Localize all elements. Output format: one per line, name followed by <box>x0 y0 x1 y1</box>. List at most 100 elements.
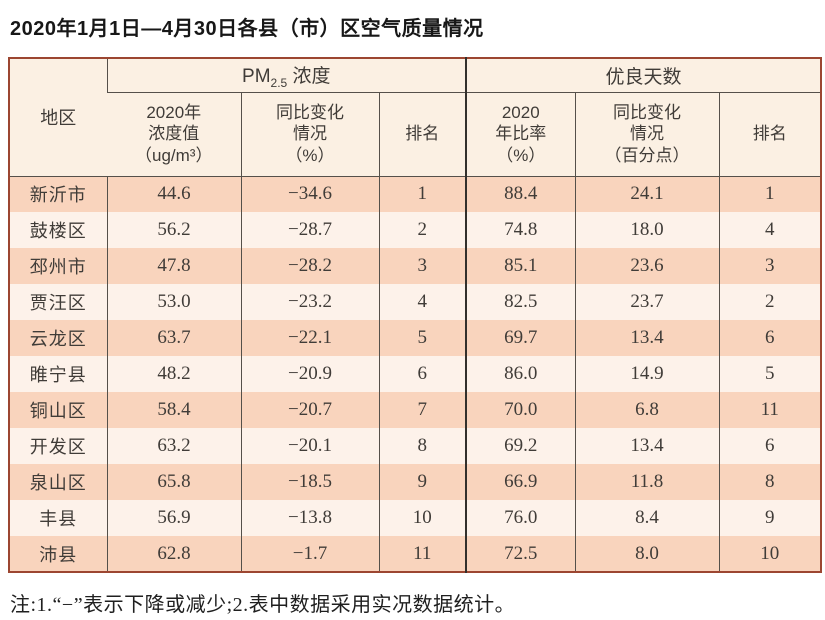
column-group-pm25: PM2.5 浓度 <box>106 58 467 93</box>
cell-pm-rank: 3 <box>378 248 467 284</box>
cell-good-rank: 6 <box>718 320 822 356</box>
table-body: 新沂市 44.6 −34.6 1 88.4 24.1 1 鼓楼区 56.2 −28.7 2 74.8 1… <box>9 176 822 572</box>
page-title: 2020年1月1日—4月30日各县（市）区空气质量情况 <box>10 18 484 40</box>
cell-good-change: 13.4 <box>574 428 720 464</box>
cell-good-rate: 69.7 <box>465 320 576 356</box>
cell-pm-change: −28.7 <box>240 212 379 248</box>
cell-good-rate: 76.0 <box>465 500 576 536</box>
cell-good-rate: 85.1 <box>465 248 576 284</box>
cell-good-rank: 8 <box>718 464 822 500</box>
cell-pm-value: 63.2 <box>106 428 241 464</box>
cell-pm-rank: 2 <box>378 212 467 248</box>
cell-good-rate: 66.9 <box>465 464 576 500</box>
pm25-label-prefix: PM <box>242 65 271 87</box>
cell-good-rank: 5 <box>718 356 822 392</box>
cell-pm-rank: 9 <box>378 464 467 500</box>
column-group-good-days: 优良天数 <box>465 58 822 93</box>
cell-pm-change: −13.8 <box>240 500 379 536</box>
cell-good-rate: 69.2 <box>465 428 576 464</box>
cell-pm-rank: 1 <box>378 176 467 212</box>
cell-good-rank: 4 <box>718 212 822 248</box>
cell-region: 铜山区 <box>29 401 87 421</box>
cell-good-change: 24.1 <box>574 176 720 212</box>
cell-good-rank: 10 <box>718 536 822 572</box>
pm25-label-subscript: 2.5 <box>270 75 288 90</box>
column-header-good-change: 同比变化 情况 （百分点） <box>574 92 720 177</box>
cell-good-rank: 2 <box>718 284 822 320</box>
cell-region: 丰县 <box>39 509 78 529</box>
cell-pm-change: −20.9 <box>240 356 379 392</box>
cell-pm-rank: 11 <box>378 536 467 572</box>
cell-region: 云龙区 <box>29 329 87 349</box>
cell-pm-rank: 7 <box>378 392 467 428</box>
table-row: 贾汪区 53.0 −23.2 4 82.5 23.7 2 <box>9 284 822 320</box>
table-row: 铜山区 58.4 −20.7 7 70.0 6.8 11 <box>9 392 822 428</box>
cell-region: 沛县 <box>39 544 78 565</box>
cell-good-rate: 74.8 <box>465 212 576 248</box>
cell-region: 新沂市 <box>29 185 87 206</box>
cell-pm-value: 44.6 <box>106 176 241 212</box>
pm25-label-suffix: 浓度 <box>287 65 331 87</box>
cell-pm-rank: 6 <box>378 356 467 392</box>
header-group-row: 地区 PM2.5 浓度 优良天数 <box>9 58 822 177</box>
cell-pm-value: 58.4 <box>106 392 241 428</box>
cell-pm-value: 53.0 <box>106 284 241 320</box>
cell-pm-change: −18.5 <box>240 464 379 500</box>
cell-good-change: 11.8 <box>574 464 720 500</box>
cell-good-change: 8.0 <box>574 536 720 572</box>
table-row: 睢宁县 48.2 −20.9 6 86.0 14.9 5 <box>9 356 822 392</box>
footnote: 注:1.“−”表示下降或减少;2.表中数据采用实况数据统计。 <box>10 594 516 616</box>
cell-good-rate: 70.0 <box>465 392 576 428</box>
cell-good-change: 8.4 <box>574 500 720 536</box>
cell-good-rate: 82.5 <box>465 284 576 320</box>
cell-good-rate: 72.5 <box>465 536 576 572</box>
cell-pm-change: −23.2 <box>240 284 379 320</box>
table-row: 泉山区 65.8 −18.5 9 66.9 11.8 8 <box>9 464 822 500</box>
cell-region: 鼓楼区 <box>29 221 87 241</box>
cell-pm-change: −20.7 <box>240 392 379 428</box>
cell-good-change: 13.4 <box>574 320 720 356</box>
cell-region: 睢宁县 <box>29 365 87 385</box>
cell-good-rate: 88.4 <box>465 176 576 212</box>
cell-pm-value: 56.9 <box>106 500 241 536</box>
cell-pm-change: −34.6 <box>240 176 379 212</box>
cell-good-change: 23.7 <box>574 284 720 320</box>
cell-good-change: 6.8 <box>574 392 720 428</box>
cell-good-rate: 86.0 <box>465 356 576 392</box>
cell-region: 贾汪区 <box>29 293 87 313</box>
cell-good-rank: 1 <box>718 176 822 212</box>
table-row: 鼓楼区 56.2 −28.7 2 74.8 18.0 4 <box>9 212 822 248</box>
column-header-pm-change: 同比变化 情况 （%） <box>240 92 379 177</box>
table-row: 新沂市 44.6 −34.6 1 88.4 24.1 1 <box>9 176 822 212</box>
cell-pm-change: −22.1 <box>240 320 379 356</box>
cell-good-rank: 3 <box>718 248 822 284</box>
cell-good-change: 23.6 <box>574 248 720 284</box>
cell-pm-value: 56.2 <box>106 212 241 248</box>
cell-good-change: 18.0 <box>574 212 720 248</box>
cell-pm-change: −1.7 <box>240 536 379 572</box>
table-row: 开发区 63.2 −20.1 8 69.2 13.4 6 <box>9 428 822 464</box>
cell-region: 开发区 <box>29 437 87 457</box>
cell-pm-value: 65.8 <box>106 464 241 500</box>
cell-pm-change: −28.2 <box>240 248 379 284</box>
column-header-region: 地区 <box>9 58 107 177</box>
column-header-good-rate: 2020 年比率 （%） <box>465 92 576 177</box>
cell-good-rank: 6 <box>718 428 822 464</box>
table-row: 丰县 56.9 −13.8 10 76.0 8.4 9 <box>9 500 822 536</box>
cell-region: 邳州市 <box>29 257 87 277</box>
cell-good-rank: 9 <box>718 500 822 536</box>
table-row: 云龙区 63.7 −22.1 5 69.7 13.4 6 <box>9 320 822 356</box>
cell-pm-change: −20.1 <box>240 428 379 464</box>
cell-good-rank: 11 <box>718 392 822 428</box>
cell-pm-rank: 10 <box>378 500 467 536</box>
table-row: 邳州市 47.8 −28.2 3 85.1 23.6 3 <box>9 248 822 284</box>
table-header: 地区 PM2.5 浓度 优良天数 2020年 浓度值 （ug/m³） 同比变化 … <box>9 58 822 177</box>
column-header-good-rank: 排名 <box>718 92 822 177</box>
cell-region: 泉山区 <box>29 473 87 493</box>
cell-pm-value: 63.7 <box>106 320 241 356</box>
cell-pm-value: 48.2 <box>106 356 241 392</box>
cell-good-change: 14.9 <box>574 356 720 392</box>
header-sub-row: 2020年 浓度值 （ug/m³） 同比变化 情况 （%） 排名 2020 年比… <box>9 92 822 177</box>
table-row: 沛县 62.8 −1.7 11 72.5 8.0 10 <box>9 536 822 572</box>
